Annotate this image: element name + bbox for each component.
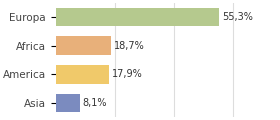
- Text: 17,9%: 17,9%: [111, 69, 142, 79]
- Text: 55,3%: 55,3%: [222, 12, 253, 22]
- Bar: [56, 65, 109, 84]
- Bar: [56, 94, 80, 112]
- Text: 18,7%: 18,7%: [114, 41, 144, 51]
- Text: 8,1%: 8,1%: [83, 98, 107, 108]
- Bar: [56, 8, 219, 26]
- Bar: [56, 36, 111, 55]
